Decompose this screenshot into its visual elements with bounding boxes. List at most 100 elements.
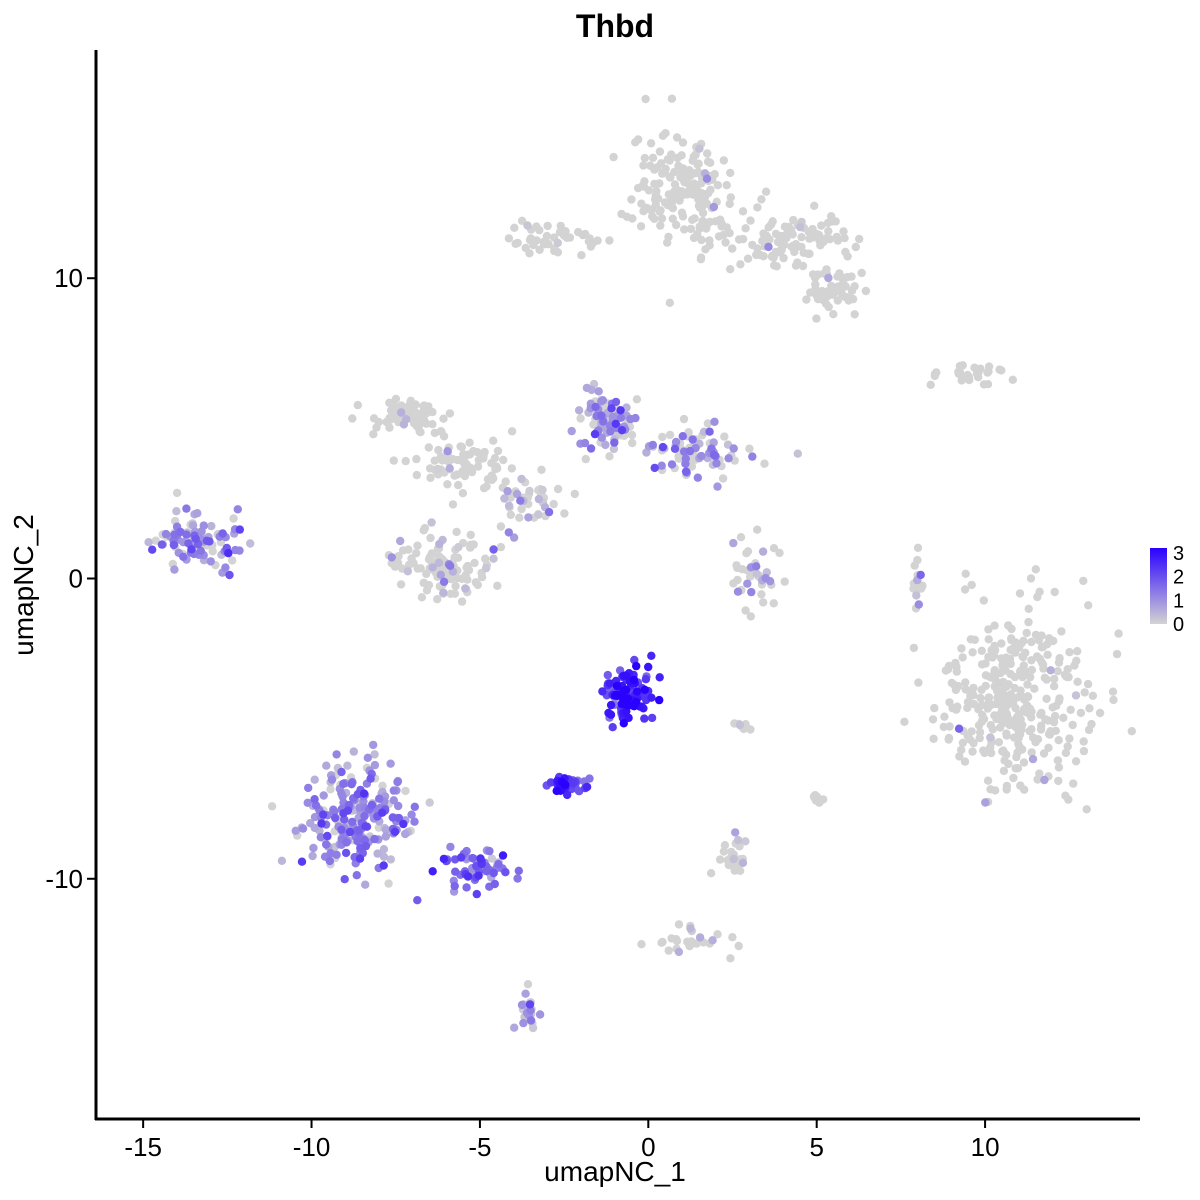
data-point: [519, 1018, 528, 1028]
data-point: [954, 369, 963, 378]
data-point: [1127, 727, 1137, 736]
data-point: [543, 221, 552, 231]
data-point: [1114, 629, 1123, 638]
data-point: [679, 414, 689, 424]
data-point: [534, 494, 544, 504]
data-point: [489, 868, 498, 878]
data-point: [176, 527, 185, 537]
data-point: [394, 801, 403, 811]
data-point: [507, 464, 516, 473]
data-point: [472, 889, 481, 899]
data-point: [443, 456, 452, 465]
data-point: [798, 261, 808, 271]
data-point: [375, 794, 384, 803]
data-point: [309, 843, 318, 853]
data-point: [563, 790, 572, 800]
data-point: [353, 400, 362, 410]
data-point: [703, 419, 713, 428]
data-point: [753, 525, 762, 534]
data-point: [650, 463, 659, 473]
legend-colorbar: [1150, 548, 1167, 624]
data-point: [733, 835, 743, 845]
data-point: [685, 446, 695, 456]
data-point: [966, 691, 975, 701]
data-point: [840, 233, 849, 243]
data-point: [416, 564, 425, 573]
data-point: [199, 521, 208, 530]
data-point: [1020, 667, 1030, 676]
data-point: [961, 569, 970, 578]
data-point: [1002, 781, 1012, 791]
data-point: [396, 536, 405, 546]
data-point: [326, 785, 335, 794]
data-point: [490, 879, 499, 889]
data-point: [427, 549, 437, 558]
data-point: [410, 802, 419, 811]
data-point: [655, 695, 664, 705]
data-point: [610, 691, 620, 700]
data-point: [525, 235, 535, 245]
data-point: [1072, 656, 1081, 665]
data-point: [777, 246, 786, 255]
data-point: [425, 798, 434, 807]
data-point: [394, 552, 403, 561]
data-point: [655, 673, 664, 682]
data-point: [370, 834, 379, 844]
data-point: [678, 138, 688, 147]
legend-tick-label: 3: [1173, 543, 1184, 565]
data-point: [1059, 713, 1068, 722]
data-point: [731, 828, 740, 837]
data-point: [810, 273, 820, 283]
data-point: [824, 302, 833, 312]
data-point: [713, 930, 722, 939]
data-point: [1021, 648, 1030, 657]
data-point: [1073, 647, 1082, 656]
data-point: [631, 138, 640, 147]
data-point: [1027, 665, 1037, 675]
data-point: [713, 181, 722, 190]
data-point: [463, 575, 472, 584]
y-axis-title: umapNC_2: [8, 514, 39, 656]
data-point: [461, 584, 470, 593]
data-point: [667, 460, 677, 469]
data-point: [607, 404, 616, 413]
data-point: [760, 230, 769, 239]
data-point: [386, 759, 395, 768]
data-point: [389, 456, 398, 465]
data-point: [406, 397, 415, 407]
data-point: [981, 671, 991, 680]
data-point: [397, 408, 406, 417]
data-point: [363, 753, 372, 762]
data-point: [401, 829, 410, 839]
data-point: [616, 406, 625, 415]
data-point: [489, 545, 498, 554]
data-point: [523, 980, 533, 989]
data-point: [791, 261, 801, 270]
data-point: [670, 167, 679, 177]
data-point: [436, 452, 445, 461]
data-point: [850, 310, 859, 319]
data-point: [567, 426, 576, 436]
data-point: [388, 813, 397, 822]
data-point: [1050, 587, 1059, 597]
data-point: [1061, 748, 1071, 758]
data-point: [1054, 776, 1063, 786]
data-point: [713, 482, 722, 491]
data-point: [679, 174, 689, 184]
data-point: [981, 659, 990, 668]
data-point: [732, 561, 741, 570]
data-point: [1068, 720, 1077, 730]
data-point: [515, 513, 524, 522]
data-point: [653, 163, 662, 172]
data-point: [1082, 805, 1091, 814]
data-point: [611, 397, 621, 407]
data-point: [370, 750, 379, 759]
data-point: [582, 383, 592, 393]
data-point: [710, 170, 719, 179]
data-point: [426, 533, 435, 543]
data-point: [752, 562, 761, 571]
data-point: [562, 233, 572, 242]
data-point: [645, 205, 655, 214]
data-point: [597, 411, 606, 420]
